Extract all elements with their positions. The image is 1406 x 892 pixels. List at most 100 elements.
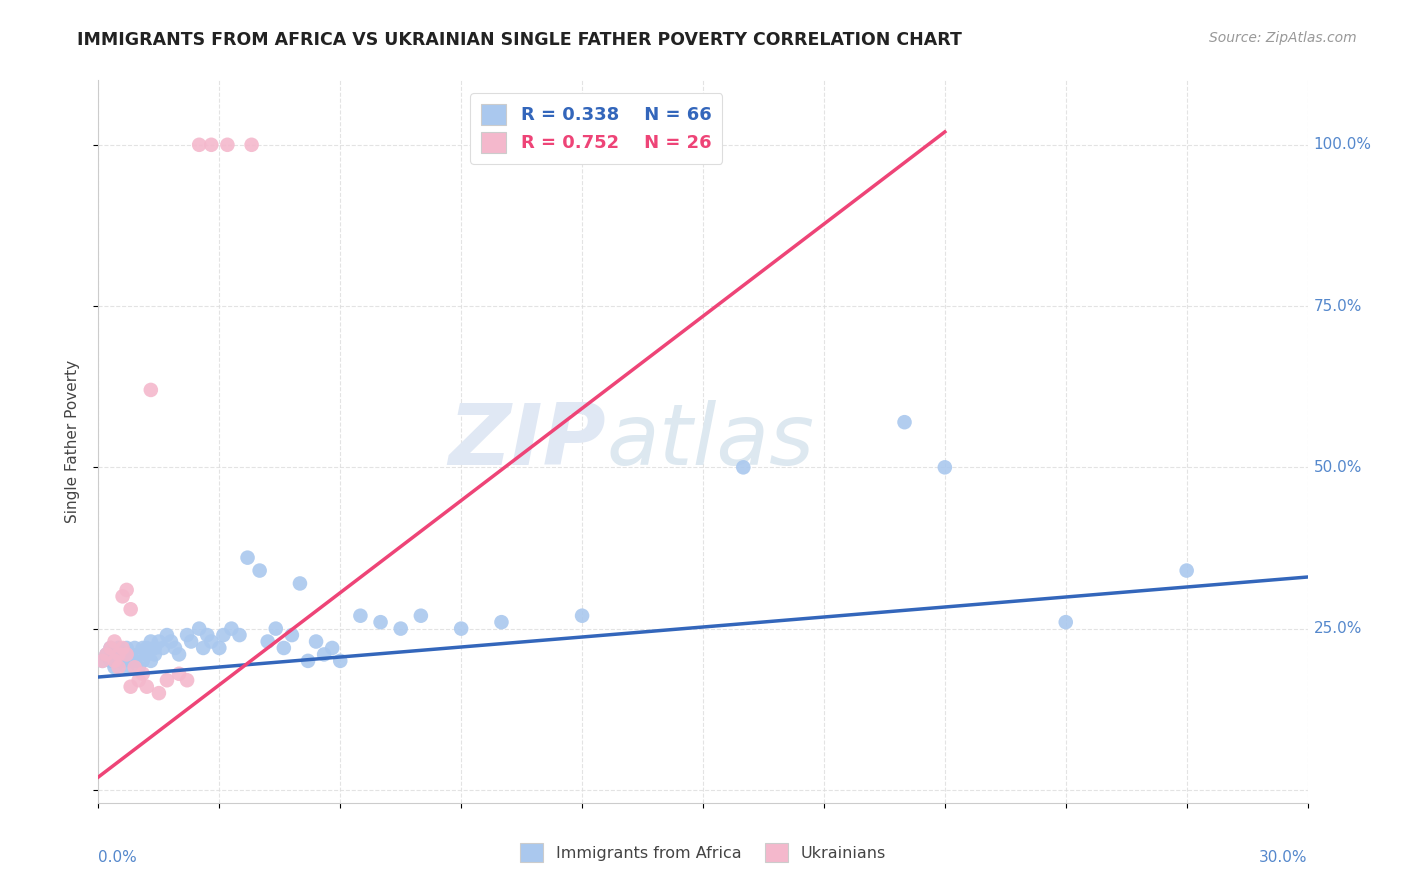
Point [208,640,231,655]
Point [212,628,235,642]
Point [167,648,190,662]
Point [156,673,179,688]
Point [96,648,118,662]
Point [200,634,222,648]
Point [128,673,150,688]
Point [450,622,472,636]
Point [91,654,114,668]
Point [100,640,122,655]
Point [176,673,198,688]
Point [297,654,319,668]
Point [349,608,371,623]
Point [96,648,118,662]
Y-axis label: Single Father Poverty: Single Father Poverty [65,360,80,523]
Point [240,137,263,152]
Point [571,608,593,623]
Point [256,634,278,648]
Point [115,648,138,662]
Point [370,615,392,630]
Legend: R = 0.338    N = 66, R = 0.752    N = 26: R = 0.338 N = 66, R = 0.752 N = 26 [470,93,723,163]
Point [188,137,211,152]
Point [115,640,138,655]
Point [160,634,183,648]
Point [273,640,295,655]
Point [193,640,215,655]
Point [128,648,150,662]
Point [103,660,125,674]
Point [128,660,150,674]
Point [329,654,352,668]
Point [228,628,250,642]
Point [733,460,755,475]
Point [111,640,134,655]
Point [107,660,129,674]
Text: Source: ZipAtlas.com: Source: ZipAtlas.com [1209,31,1357,45]
Point [103,634,125,648]
Point [135,648,157,662]
Point [143,648,166,662]
Point [91,654,114,668]
Text: IMMIGRANTS FROM AFRICA VS UKRAINIAN SINGLE FATHER POVERTY CORRELATION CHART: IMMIGRANTS FROM AFRICA VS UKRAINIAN SING… [77,31,962,49]
Point [139,654,162,668]
Text: 30.0%: 30.0% [1260,850,1308,864]
Point [200,137,222,152]
Point [893,415,915,429]
Point [135,680,157,694]
Text: atlas: atlas [606,400,814,483]
Point [120,648,142,662]
Point [124,640,146,655]
Point [156,628,179,642]
Text: 75.0%: 75.0% [1313,299,1362,314]
Point [217,137,239,152]
Point [249,564,271,578]
Point [176,628,198,642]
Text: ZIP: ZIP [449,400,606,483]
Point [115,582,138,597]
Point [148,686,170,700]
Point [180,634,202,648]
Point [107,648,129,662]
Point [120,654,142,668]
Point [103,648,125,662]
Point [389,622,412,636]
Point [103,654,125,668]
Point [195,628,218,642]
Point [139,634,162,648]
Point [111,648,134,662]
Point [148,634,170,648]
Point [188,622,211,636]
Point [132,654,155,668]
Text: 25.0%: 25.0% [1313,621,1362,636]
Point [124,654,146,668]
Point [124,660,146,674]
Point [132,640,155,655]
Point [111,654,134,668]
Point [281,628,304,642]
Point [1175,564,1198,578]
Point [264,622,287,636]
Point [111,590,134,604]
Point [163,640,186,655]
Point [167,666,190,681]
Point [321,640,343,655]
Point [491,615,513,630]
Point [314,648,336,662]
Point [107,640,129,655]
Point [107,654,129,668]
Text: 0.0%: 0.0% [98,850,138,864]
Point [120,602,142,616]
Text: 100.0%: 100.0% [1313,137,1372,153]
Point [152,640,174,655]
Point [221,622,243,636]
Point [139,383,162,397]
Legend: Immigrants from Africa, Ukrainians: Immigrants from Africa, Ukrainians [515,837,891,868]
Point [100,640,122,655]
Text: 50.0%: 50.0% [1313,460,1362,475]
Point [100,654,122,668]
Point [409,608,432,623]
Point [143,640,166,655]
Point [132,666,155,681]
Point [288,576,311,591]
Point [1054,615,1077,630]
Point [305,634,328,648]
